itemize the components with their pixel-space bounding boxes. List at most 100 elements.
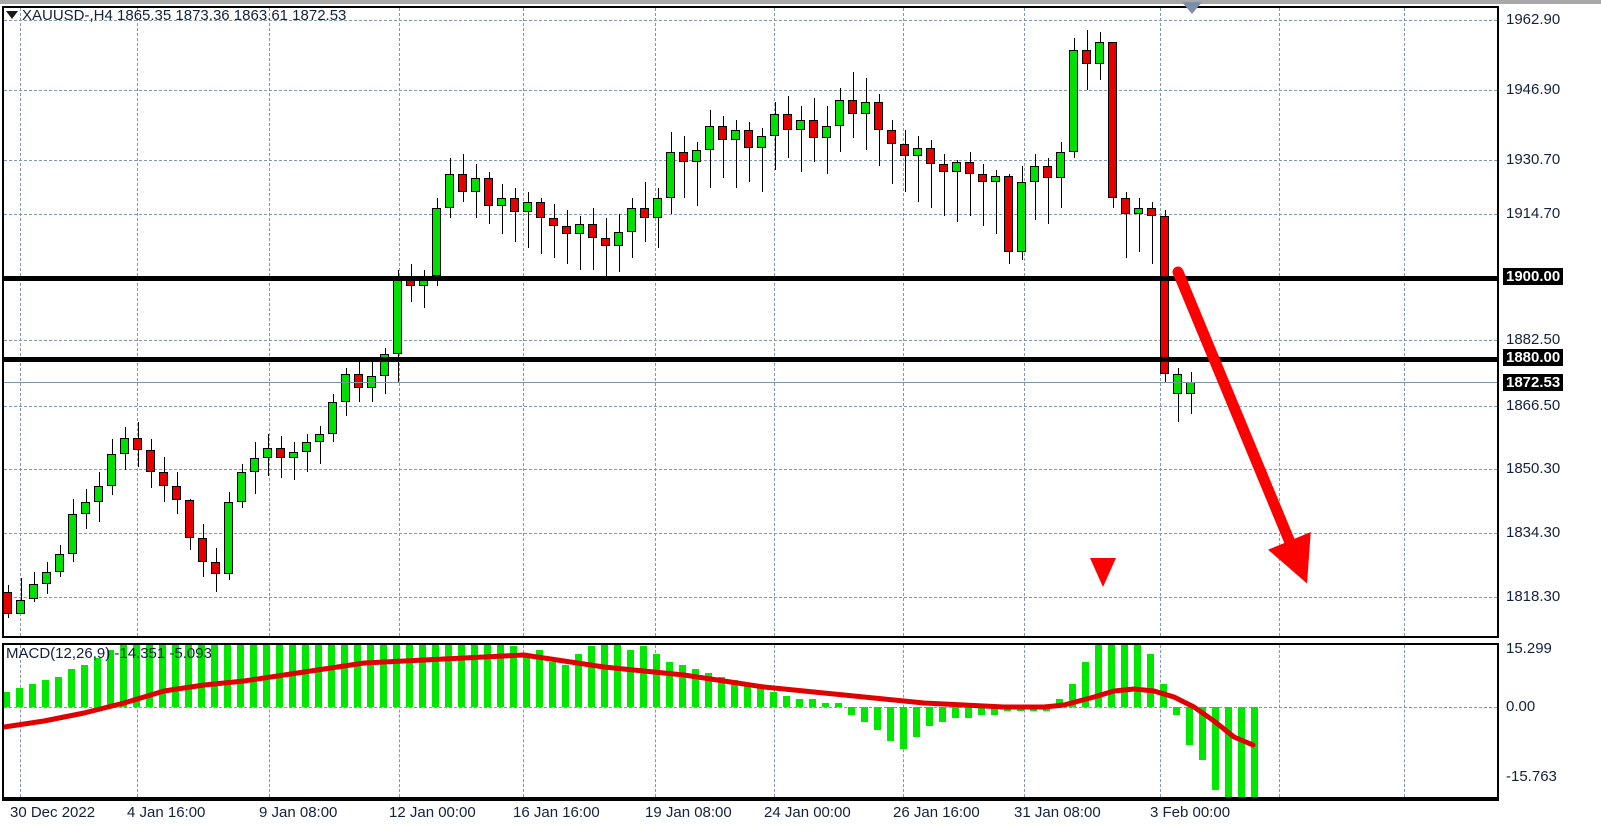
candle-body: [835, 100, 844, 126]
candle-body: [809, 120, 818, 138]
grid-line-vertical: [269, 8, 270, 636]
candle-wick: [567, 210, 568, 264]
price-axis-tag: 1880.00: [1503, 349, 1563, 366]
candle-body: [4, 592, 12, 614]
candle-body: [887, 130, 896, 144]
candle-body: [315, 434, 324, 442]
time-axis-label: 3 Feb 00:00: [1150, 805, 1230, 820]
price-plot-area[interactable]: [4, 8, 1497, 636]
candle-wick: [307, 434, 308, 472]
grid-line-vertical: [523, 8, 524, 636]
candle-body: [705, 126, 714, 150]
candle-body: [523, 202, 532, 212]
candle-body: [952, 162, 961, 172]
price-axis-label: -15.763: [1506, 769, 1557, 784]
price-axis-label: 1866.50: [1506, 398, 1560, 413]
candle-body: [120, 438, 129, 454]
candle-wick: [684, 136, 685, 198]
candle-body: [1121, 198, 1130, 214]
candle-body: [211, 562, 220, 574]
price-axis[interactable]: 1962.901946.901930.701914.701900.001882.…: [1500, 6, 1601, 799]
candle-wick: [775, 102, 776, 170]
candle-body: [146, 450, 155, 472]
time-axis-label: 16 Jan 16:00: [513, 805, 600, 820]
grid-line-vertical: [903, 8, 904, 636]
candle-body: [354, 374, 363, 388]
candle-wick: [1139, 198, 1140, 252]
candle-body: [1147, 208, 1156, 216]
grid-line-horizontal: [4, 597, 1497, 598]
candle-body: [276, 448, 285, 458]
triangle-down-icon[interactable]: [6, 11, 18, 19]
candle-wick: [827, 106, 828, 174]
candle-body: [302, 442, 311, 452]
candle-body: [328, 402, 337, 434]
candle-body: [718, 126, 727, 140]
candle-body: [1030, 166, 1039, 182]
candle-body: [1108, 42, 1117, 198]
price-axis-label: 1962.90: [1506, 12, 1560, 27]
candle-body: [653, 198, 662, 218]
candle-body: [42, 572, 51, 584]
grid-line-vertical: [1279, 8, 1280, 636]
candle-wick: [320, 426, 321, 464]
macd-plot-area[interactable]: [4, 645, 1497, 797]
macd-indicator-readout: MACD(12,26,9) -14.351 -5.093: [6, 646, 212, 661]
candle-body: [198, 538, 207, 562]
candle-body: [744, 130, 753, 148]
candle-body: [237, 472, 246, 502]
candle-wick: [905, 130, 906, 192]
macd-indicator-panel[interactable]: [2, 643, 1499, 799]
candle-body: [874, 102, 883, 130]
candle-body: [16, 600, 25, 614]
candle-body: [861, 102, 870, 114]
candle-wick: [866, 78, 867, 150]
candle-body: [432, 208, 441, 276]
grid-line-horizontal: [4, 214, 1497, 215]
candle-body: [224, 502, 233, 574]
candle-body: [458, 174, 467, 192]
price-level-line: [4, 357, 1497, 362]
candle-body: [1173, 374, 1182, 394]
price-axis-label: 15.299: [1506, 641, 1552, 656]
candle-body: [484, 178, 493, 206]
time-axis-label: 31 Jan 08:00: [1014, 805, 1101, 820]
candle-body: [289, 452, 298, 458]
candle-body: [497, 198, 506, 206]
candle-body: [965, 162, 974, 174]
candle-body: [341, 374, 350, 402]
candle-body: [1095, 42, 1104, 64]
candle-body: [107, 454, 116, 486]
price-axis-label: 1850.30: [1506, 461, 1560, 476]
candle-body: [250, 458, 259, 472]
candle-body: [731, 130, 740, 140]
candle-body: [562, 226, 571, 234]
candle-body: [770, 114, 779, 136]
candle-body: [900, 144, 909, 156]
time-axis[interactable]: 30 Dec 20224 Jan 16:009 Jan 08:0012 Jan …: [2, 799, 1499, 825]
time-axis-label: 4 Jan 16:00: [127, 805, 205, 820]
candle-body: [549, 218, 558, 226]
candle-body: [471, 178, 480, 192]
candle-wick: [658, 188, 659, 248]
symbol-ohlc-readout: XAUUSD-,H4 1865.35 1873.36 1863.61 1872.…: [22, 8, 346, 23]
candle-wick: [294, 442, 295, 480]
top-triangle-marker-icon: [1182, 2, 1202, 14]
candle-wick: [554, 204, 555, 258]
candle-body: [159, 472, 168, 486]
candle-body: [1017, 182, 1026, 252]
time-axis-label: 19 Jan 08:00: [645, 805, 732, 820]
candle-body: [393, 278, 402, 354]
candle-body: [68, 514, 77, 554]
price-axis-label: 0.00: [1506, 699, 1535, 714]
candle-body: [1160, 216, 1169, 374]
candle-body: [1186, 382, 1195, 394]
candle-body: [588, 224, 597, 238]
grid-line-vertical: [20, 8, 21, 636]
candle-body: [679, 152, 688, 162]
price-chart-panel[interactable]: [2, 6, 1499, 638]
grid-line-horizontal: [4, 469, 1497, 470]
candle-body: [94, 486, 103, 502]
candle-wick: [502, 184, 503, 234]
time-axis-label: 12 Jan 00:00: [389, 805, 476, 820]
